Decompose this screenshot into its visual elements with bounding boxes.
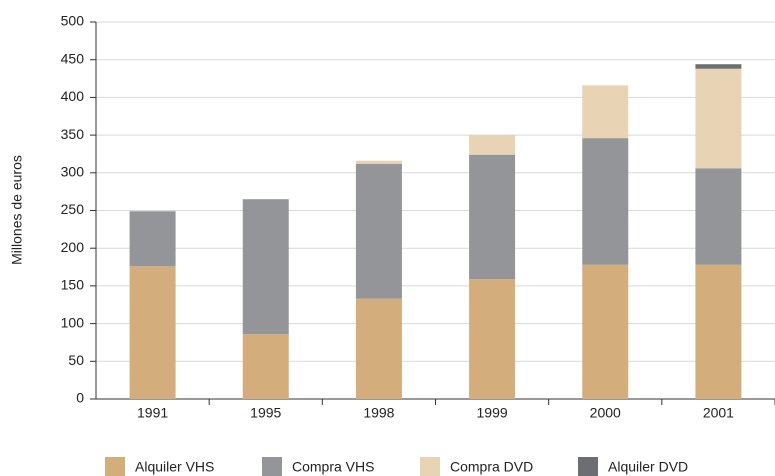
legend-label: Alquiler VHS [135, 459, 214, 475]
bar-segment [469, 135, 516, 155]
y-tick-label: 300 [61, 164, 85, 180]
y-tick-label: 150 [61, 277, 85, 293]
legend-label: Compra DVD [450, 459, 533, 475]
legend-label: Alquiler DVD [608, 459, 688, 475]
bar-segment [695, 64, 742, 69]
legend-swatch [578, 457, 598, 476]
bar-segment [582, 85, 629, 139]
y-tick-label: 0 [76, 390, 84, 406]
bar-segment [582, 138, 629, 265]
x-tick-label: 1991 [137, 405, 168, 421]
bar-segment [242, 334, 289, 399]
x-tick-label: 1995 [250, 405, 281, 421]
y-tick-label: 500 [61, 13, 85, 29]
y-tick-label: 50 [68, 352, 84, 368]
x-tick-label: 1998 [363, 405, 394, 421]
bar-segment [695, 264, 742, 399]
legend-swatch [262, 457, 282, 476]
y-tick-label: 250 [61, 201, 85, 217]
bar-segment [469, 154, 516, 280]
y-tick-label: 450 [61, 50, 85, 66]
y-tick-label: 100 [61, 314, 85, 330]
x-tick-label: 2001 [703, 405, 734, 421]
bar-segment [355, 160, 402, 164]
legend-swatch [420, 457, 440, 476]
bar-segment [695, 68, 742, 169]
bar-segment [129, 211, 176, 267]
bar-segment [582, 264, 629, 399]
y-tick-label: 350 [61, 126, 85, 142]
y-tick-label: 200 [61, 239, 85, 255]
bar-segment [355, 163, 402, 299]
bar-segment [355, 298, 402, 399]
legend-label: Compra VHS [292, 459, 374, 475]
x-tick-label: 1999 [477, 405, 508, 421]
legend-swatch [105, 457, 125, 476]
bar-segment [242, 199, 289, 335]
y-axis-label: Millones de euros [9, 155, 25, 265]
y-tick-label: 400 [61, 88, 85, 104]
x-tick-label: 2000 [590, 405, 621, 421]
bar-segment [469, 279, 516, 399]
bar-segment [129, 266, 176, 399]
bar-segment [695, 168, 742, 265]
